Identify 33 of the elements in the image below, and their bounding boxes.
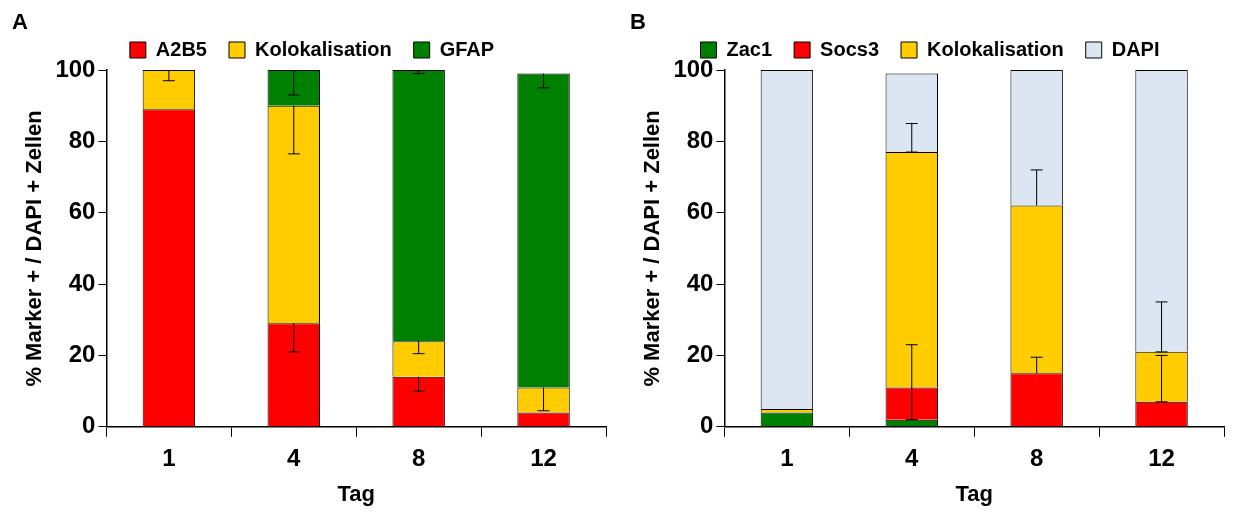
y-axis-title: % Marker + / DAPI + Zellen: [639, 110, 665, 387]
x-tick-label: 12: [530, 443, 557, 471]
y-axis-title: % Marker + / DAPI + Zellen: [21, 110, 47, 387]
y-tick-label: 0: [82, 411, 96, 439]
y-tick-label: 0: [700, 411, 714, 439]
y-tick-label: 100: [55, 54, 96, 82]
y-tick-label: 80: [68, 125, 96, 153]
x-tick-label: 1: [780, 443, 794, 471]
x-tick-label: 12: [1148, 443, 1175, 471]
y-tick-label: 20: [68, 340, 96, 368]
legend-label: DAPI: [1111, 37, 1160, 60]
y-tick-label: 100: [673, 54, 714, 82]
legend-label: Zac1: [726, 37, 773, 60]
y-tick-label: 80: [686, 125, 714, 153]
x-tick-label: 8: [1029, 443, 1044, 471]
text: A: [12, 9, 28, 35]
x-tick-label: 1: [162, 443, 176, 471]
y-tick-label: 60: [68, 197, 96, 225]
x-tick-label: 4: [287, 443, 302, 471]
legend-label: Socs3: [820, 37, 880, 60]
x-axis-title: Tag: [955, 480, 993, 506]
y-tick-label: 20: [686, 340, 714, 368]
y-tick-label: 40: [68, 268, 96, 296]
x-tick-label: 8: [411, 443, 426, 471]
x-tick-label: 4: [905, 443, 920, 471]
x-axis-title: Tag: [337, 480, 375, 506]
y-tick-label: 40: [686, 268, 714, 296]
legend-label: Kolokalisation: [927, 37, 1064, 60]
legend-label: Kolokalisation: [255, 37, 392, 60]
y-tick-label: 60: [686, 197, 714, 225]
legend-label: A2B5: [155, 37, 207, 60]
legend-label: GFAP: [439, 37, 495, 60]
text: B: [630, 9, 646, 35]
